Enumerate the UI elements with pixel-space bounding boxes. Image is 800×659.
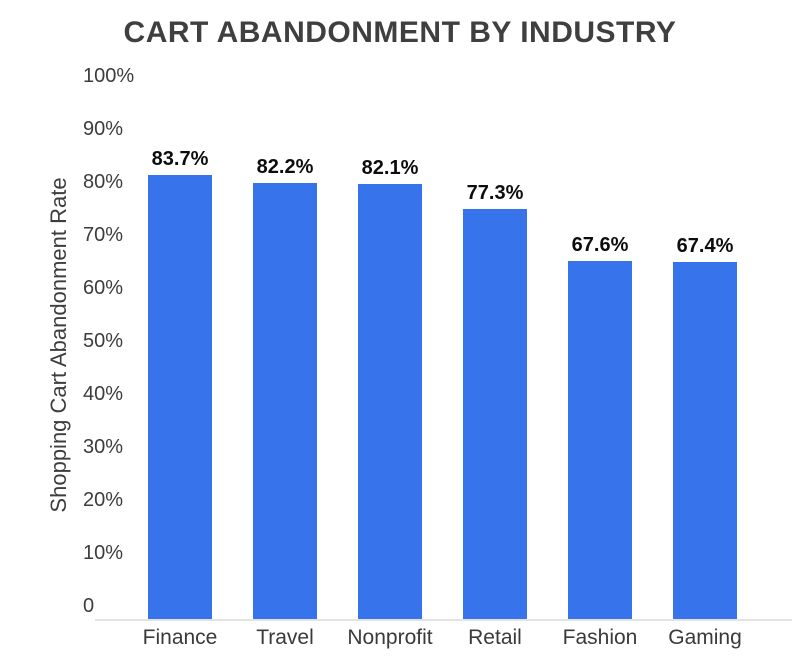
x-axis-label-fashion: Fashion — [562, 626, 638, 649]
bar-gaming — [673, 261, 737, 619]
y-axis-tick-label: 50% — [83, 330, 124, 352]
bar-value-label: 67.4% — [676, 234, 734, 257]
bar-value-label: 77.3% — [466, 182, 524, 205]
bar-finance — [148, 175, 212, 619]
y-axis-tick-label: 80% — [83, 171, 124, 193]
x-axis-label-finance: Finance — [142, 626, 218, 649]
x-axis-label-gaming: Gaming — [668, 626, 742, 649]
y-axis-tick-label: 20% — [83, 489, 124, 511]
bar-value-label: 82.2% — [256, 156, 314, 179]
x-axis-label-nonprofit: Nonprofit — [347, 626, 433, 649]
bar-nonprofit — [358, 183, 422, 619]
y-axis-tick-label: 10% — [83, 542, 124, 564]
bar-value-label: 83.7% — [151, 148, 209, 171]
y-axis-tick-label: 60% — [83, 277, 124, 299]
y-axis-tick-label: 0 — [83, 595, 95, 617]
x-axis-label-retail: Retail — [468, 626, 522, 649]
bar-value-label: 67.6% — [571, 233, 629, 256]
y-axis-tick-label: 100% — [83, 65, 135, 87]
bar-travel — [253, 183, 317, 619]
x-axis-line — [95, 619, 792, 621]
bar-value-label: 82.1% — [361, 156, 419, 179]
bar-retail — [463, 209, 527, 619]
y-axis-tick-label: 30% — [83, 436, 124, 458]
y-axis-tick-label: 40% — [83, 383, 124, 405]
y-axis-tick-label: 70% — [83, 224, 124, 246]
y-axis-title: Shopping Cart Abandonment Rate — [46, 177, 71, 513]
chart-title: CART ABANDONMENT BY INDUSTRY — [123, 16, 677, 49]
x-axis-label-travel: Travel — [256, 626, 314, 649]
bar-fashion — [568, 260, 632, 619]
y-axis-tick-label: 90% — [83, 118, 124, 140]
